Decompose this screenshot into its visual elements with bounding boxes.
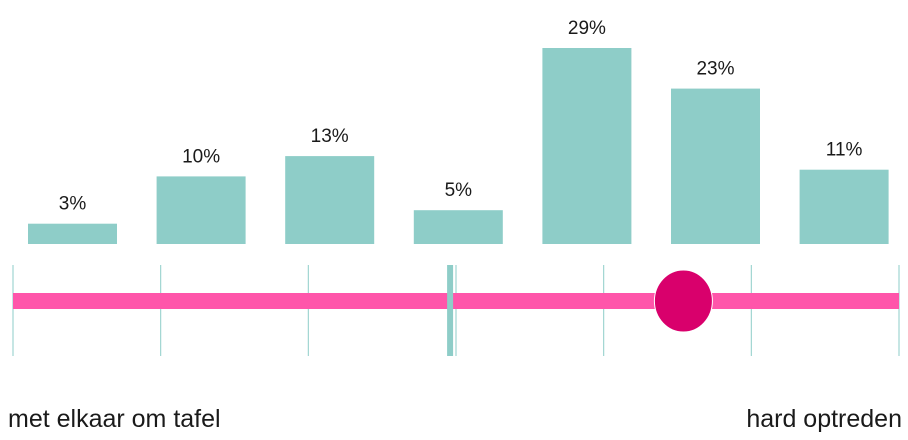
bar-3 (285, 156, 375, 244)
scale-left-label: met elkaar om tafel (8, 405, 221, 433)
bar-4 (413, 210, 503, 244)
bar-7 (799, 169, 889, 244)
bar-value-label-7: 11% (826, 140, 863, 161)
scale-bar (13, 293, 899, 309)
scale-position-marker (653, 269, 713, 333)
scale-midpoint-marker (447, 265, 454, 356)
bar-1 (28, 223, 117, 244)
bar-value-label-6: 23% (696, 59, 734, 80)
bar-value-label-1: 3% (59, 194, 87, 215)
bar-5 (542, 48, 632, 244)
bar-6 (671, 88, 760, 244)
bar-value-label-3: 13% (311, 126, 349, 147)
bar-value-label-5: 29% (568, 18, 606, 39)
bar-value-label-2: 10% (182, 146, 220, 167)
bar-value-label-4: 5% (445, 180, 473, 201)
scale-right-label: hard optreden (746, 405, 902, 433)
bar-2 (156, 176, 246, 244)
